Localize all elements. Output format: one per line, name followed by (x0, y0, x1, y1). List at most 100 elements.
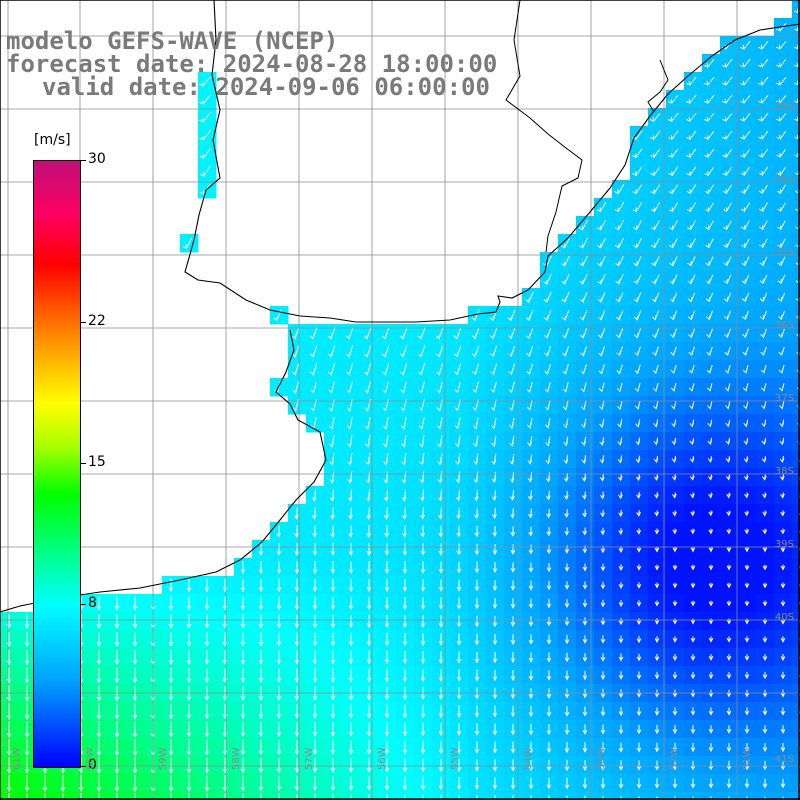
wind-arrow (276, 614, 282, 629)
wind-arrow (510, 669, 516, 682)
wind-arrow (758, 148, 769, 158)
wind-arrow (562, 400, 569, 411)
wind-arrow (474, 723, 480, 736)
wind-arrow (510, 652, 516, 664)
wind-arrow (186, 668, 192, 684)
wind-arrow (26, 793, 28, 800)
wind-arrow (401, 507, 407, 520)
wind-arrow (578, 237, 588, 249)
wind-arrow (509, 435, 515, 448)
wind-cell (792, 540, 800, 559)
wind-arrow (294, 722, 300, 737)
wind-arrow (777, 238, 786, 249)
wind-arrow (651, 256, 660, 267)
wind-arrow (726, 618, 732, 625)
wind-arrow (722, 148, 733, 158)
wind-arrow (762, 492, 767, 499)
wind-arrow (472, 381, 479, 394)
wind-cell (792, 612, 800, 631)
wind-arrow (528, 777, 534, 790)
wind-arrow (634, 346, 641, 357)
wind-arrow (132, 739, 138, 757)
wind-arrow (368, 794, 370, 800)
wind-arrow (384, 543, 390, 556)
wind-arrow (722, 76, 733, 86)
wind-arrow (651, 238, 660, 249)
wind-arrow (546, 508, 551, 519)
wind-arrow (779, 401, 785, 410)
wind-arrow (564, 670, 570, 681)
wind-arrow (616, 346, 623, 357)
wind-arrow (564, 545, 570, 554)
wind-arrow (454, 417, 461, 430)
wind-arrow (617, 437, 623, 446)
wind-arrow (294, 775, 300, 792)
wind-arrow (740, 148, 751, 158)
wind-arrow (525, 291, 534, 304)
wind-arrow (615, 292, 624, 303)
wind-arrow (722, 202, 732, 213)
wind-arrow (582, 563, 588, 572)
wind-arrow (509, 454, 515, 465)
wind-arrow (762, 618, 768, 625)
wind-arrow (330, 596, 336, 611)
wind-arrow (543, 273, 552, 285)
wind-arrow (548, 795, 550, 800)
wind-arrow (312, 614, 318, 629)
wind-arrow (258, 739, 264, 756)
wind-arrow (654, 671, 660, 680)
wind-arrow (654, 510, 659, 517)
wind-arrow (456, 525, 461, 538)
wind-arrow (294, 578, 300, 593)
wind-cell (666, 792, 685, 800)
wind-arrow (722, 58, 733, 68)
wind-arrow (328, 381, 335, 394)
latitude-label: 35S (774, 247, 794, 258)
wind-arrow (667, 112, 679, 122)
wind-arrow (668, 166, 679, 177)
wind-arrow (685, 94, 697, 104)
wind-cell (792, 90, 800, 109)
wind-arrow (471, 345, 480, 358)
wind-arrow (672, 778, 678, 789)
wind-arrow (561, 273, 570, 285)
wind-arrow (44, 793, 46, 800)
wind-arrow (240, 632, 246, 647)
wind-arrow (600, 617, 606, 626)
wind-arrow (708, 564, 714, 571)
wind-arrow (204, 596, 210, 611)
wind-arrow (580, 346, 587, 357)
wind-arrow (707, 419, 713, 428)
wind-arrow (382, 363, 390, 376)
wind-arrow (330, 525, 335, 538)
wind-arrow (508, 381, 515, 394)
wind-arrow (545, 490, 551, 501)
wind-arrow (618, 724, 624, 735)
wind-arrow (543, 327, 552, 339)
wind-arrow (582, 777, 588, 790)
wind-arrow (508, 399, 515, 412)
wind-arrow (365, 435, 371, 448)
wind-arrow (292, 363, 300, 376)
wind-arrow (186, 650, 192, 665)
wind-arrow (168, 596, 174, 611)
wind-arrow (635, 473, 641, 482)
wind-arrow (294, 704, 300, 719)
wind-arrow (743, 419, 749, 428)
wind-arrow (776, 40, 787, 50)
wind-arrow (761, 456, 767, 463)
wind-arrow (382, 381, 389, 394)
wind-arrow (650, 202, 661, 213)
wind-arrow (672, 600, 678, 607)
wind-arrow (582, 706, 588, 717)
wind-arrow (579, 310, 588, 321)
wind-arrow (294, 561, 300, 575)
wind-arrow (276, 650, 282, 665)
wind-arrow (632, 202, 643, 213)
wind-arrow (761, 401, 767, 410)
wind-arrow (758, 94, 769, 104)
wind-arrow (492, 777, 498, 790)
wind-arrow (526, 399, 533, 411)
wind-arrow (762, 600, 768, 607)
wind-arrow (706, 383, 713, 392)
